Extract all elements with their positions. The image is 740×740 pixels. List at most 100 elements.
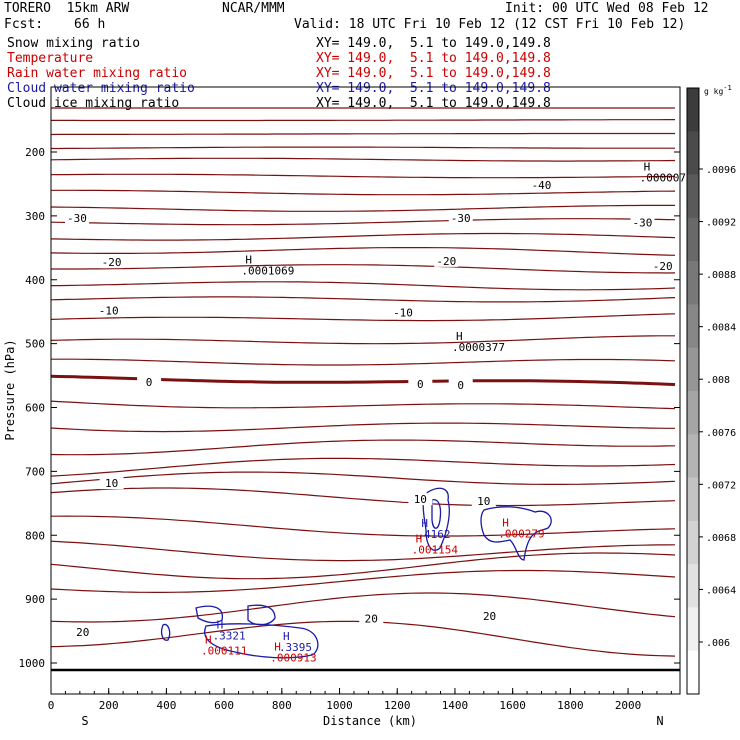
field-name-cloud-ice: Cloud ice mixing ratio [7,96,180,111]
contour-label-bg [70,625,95,638]
y-tick-label: 200 [25,146,45,159]
colorbar-tick-label: .0076 [706,428,736,439]
cloud-water-contour [204,623,319,659]
x-tick-label: 1800 [557,699,584,712]
temperature-contour-line [50,173,676,179]
extremum-value: .000111 [201,644,247,657]
colorbar-unit-exponent: -1 [723,84,731,92]
x-axis-title: Distance (km) [323,714,417,728]
extremum-value: .3395 [279,641,312,654]
temperature-contour-line [50,422,675,433]
field-xy-snow: XY= 149.0, 5.1 to 149.0,149.8 [316,36,551,51]
contour-label: -40 [532,179,552,192]
field-name-temperature: Temperature [7,51,94,66]
temperature-contour-line [50,247,676,256]
extremum-value: .000913 [270,651,316,664]
contour-label: -30 [451,212,471,225]
contour-label-bg [137,376,162,389]
x-tick-label: 1400 [442,699,469,712]
x-tick-label: 1000 [326,699,353,712]
contour-label-bg [529,178,554,191]
extremum-value: .4162 [417,528,450,541]
colorbar-segment [687,347,699,392]
cloud-water-contour [422,487,450,551]
y-tick-label: 500 [25,338,45,351]
contour-label: -30 [67,212,87,225]
y-tick-label: 400 [25,274,45,287]
colorbar-tick-label: .0084 [706,323,736,334]
colorbar-segment [687,520,699,565]
contour-label-bg [391,306,416,319]
x-tick-label: 1600 [499,699,526,712]
contour-label: 10 [105,477,118,490]
x-tick-label: 600 [214,699,234,712]
contour-label-bg [434,254,459,267]
extremum-marker: H [274,640,281,653]
temperature-contour-line [50,457,676,477]
extremum-marker: H [217,619,224,632]
field-xy-cloud-ice: XY= 149.0, 5.1 to 149.0,149.8 [316,96,551,111]
contour-label: -20 [102,256,122,269]
colorbar-tick-label: .006 [706,638,730,649]
temperature-contour-labels: -40 -30 -30 -30 -20 -20 -20 -10 -10 0 0 0 10 10 10 20 20… [64,178,675,639]
colorbar-tick-label: .008 [706,375,730,386]
extremum-value: .0000073 [640,172,693,185]
model-title: TORERO 15km ARW [4,1,130,16]
colorbar-segment [687,650,699,695]
extremum-marker: H [421,517,428,530]
x-tick-label: 200 [99,699,119,712]
contour-label-bg [408,378,433,391]
field-xy-temperature: XY= 149.0, 5.1 to 149.0,149.8 [316,51,551,66]
fcst-label: Fcst: [4,17,44,32]
temperature-contour-line [50,487,676,507]
y-tick-label: 900 [25,593,45,606]
temperature-contour-line [50,204,675,212]
cloud-water-contour [161,623,171,641]
colorbar-frame [686,87,700,695]
colorbar-segment [687,217,699,262]
temperature-contour-line [50,592,676,623]
temperature-contour-line [50,439,676,456]
extrema-labels: H.0001069H.0000377H.0000073H.4162H.00115… [201,161,693,665]
plot-frame [50,86,681,695]
contour-label: 20 [483,610,496,623]
extremum-marker: H [283,630,290,643]
temperature-contour-line [51,189,676,196]
field-name-cloud-water: Cloud water mixing ratio [7,81,195,96]
contour-label-bg [359,612,384,625]
colorbar-segment [687,174,699,219]
temperature-contour-line [50,335,675,345]
contour-label-bg [99,256,124,269]
extremum-value: .001154 [412,543,459,556]
contour-label: 10 [477,495,490,508]
contour-label-bg [408,493,433,506]
axis-end-north: N [656,714,663,728]
plot-axes: 0 200 400 600 800 1000 1200 1400 1600 1800 2000200… [3,86,681,728]
field-name-rain: Rain water mixing ratio [7,66,188,81]
y-axis-title: Pressure (hPa) [3,339,17,440]
extremum-marker: H [456,330,463,343]
contour-label: -20 [436,255,456,268]
contour-label: 20 [76,626,89,639]
colorbar-segment [687,88,699,132]
colorbar-tick-label: .0092 [706,218,736,229]
contour-label-bg [630,216,655,229]
field-xy-cloud-water: XY= 149.0, 5.1 to 149.0,149.8 [316,81,551,96]
temperature-contour-line [51,264,676,274]
temperature-contour-line [50,620,676,657]
temperature-contour-line [50,132,675,136]
contour-label: 0 [417,378,424,391]
cloud-water-contour [247,604,276,626]
extremum-value: .000279 [498,528,544,541]
temperature-contour-line [50,296,676,303]
y-tick-label: 300 [25,210,45,223]
temperature-contour-line [50,400,676,410]
colorbar-segment [687,131,699,176]
contour-label: 0 [146,376,153,389]
extremum-marker: H [245,253,252,266]
temperature-contour-line [50,540,676,562]
colorbar-tick-label: .0064 [706,585,736,596]
x-tick-label: 0 [48,699,55,712]
extremum-value: .0001069 [241,264,294,277]
